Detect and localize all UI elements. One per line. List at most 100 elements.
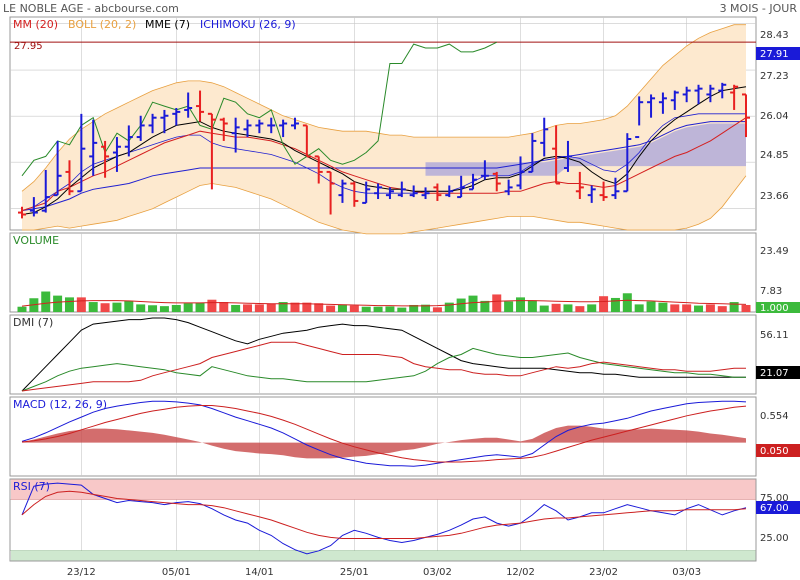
volume-title: VOLUME (13, 234, 59, 247)
volume-bar (622, 293, 632, 312)
volume-bar (64, 297, 74, 312)
dmi-tick: 56.11 (760, 330, 789, 341)
mme7-line (21, 86, 747, 215)
volume-bar (183, 303, 193, 312)
volume-last-label: 1.000 (760, 303, 789, 314)
x-tick-label: 12/02 (506, 567, 535, 578)
price-tick: 24.85 (760, 150, 789, 161)
ohlc-bar (516, 156, 525, 190)
volume-bar (337, 304, 347, 312)
ohlc-bar (421, 187, 430, 200)
macd-series-line (21, 405, 747, 463)
ichimoku-kijun (21, 121, 746, 212)
dmi-title: DMI (7) (13, 316, 53, 329)
ohlc-bar (480, 160, 489, 180)
ohlc-bar (540, 117, 549, 157)
volume-bar (254, 304, 264, 312)
dmi-series-line (21, 317, 746, 392)
ohlc-bar (196, 90, 205, 122)
volume-ma-line (21, 299, 747, 307)
ohlc-bar (374, 183, 383, 200)
ohlc-bar (397, 181, 406, 198)
bollinger-band (22, 24, 746, 234)
legend-mme: MME (7) (145, 18, 190, 31)
ohlc-bar (587, 185, 596, 203)
volume-bar (527, 300, 537, 312)
x-tick-label: 23/12 (67, 567, 96, 578)
ohlc-bar (623, 133, 632, 193)
ohlc-bar (65, 160, 74, 196)
ref-level-label: 27.95 (14, 41, 43, 52)
ohlc-bar (231, 117, 240, 153)
volume-bar (53, 295, 63, 312)
ohlc-bar (148, 113, 157, 134)
volume-bar (373, 306, 383, 312)
ohlc-bar (326, 170, 335, 215)
volume-bar (551, 303, 561, 312)
macd-last-box (756, 444, 800, 457)
ohlc-bar (101, 140, 110, 178)
x-tick-label: 03/02 (423, 567, 452, 578)
ohlc-bar (41, 169, 50, 213)
last-price-label: 27.91 (760, 49, 789, 60)
volume-bar (515, 297, 525, 312)
volume-bar (136, 304, 146, 312)
volume-bar (231, 304, 241, 312)
volume-bar (148, 305, 158, 312)
ohlc-bar (160, 109, 169, 134)
rsi-overbought-band (11, 479, 756, 500)
volume-bar (504, 301, 514, 312)
legend-boll: BOLL (20, 2) (68, 18, 136, 31)
period-label[interactable]: 3 MOIS - JOUR (720, 2, 798, 15)
ohlc-bar (267, 117, 276, 134)
volume-bar (243, 304, 253, 312)
price-axis: 28.43 27.23 26.04 24.85 23.66 27.91 (756, 30, 800, 202)
ohlc-bar (290, 117, 299, 130)
volume-bar (290, 302, 300, 312)
chart-title: LE NOBLE AGE - abcbourse.com (3, 2, 179, 15)
rsi-title: RSI (7) (13, 480, 50, 493)
ohlc-bar (385, 187, 394, 200)
volume-bar (421, 304, 431, 312)
bollinger-lower (22, 175, 747, 235)
legend: MM (20) BOLL (20, 2) MME (7) ICHIMOKU (2… (13, 18, 296, 31)
macd-axis: 0.554 0.050 (756, 411, 800, 457)
ohlc-bar (647, 94, 656, 118)
volume-bar (361, 306, 371, 312)
ohlc-bar (219, 117, 228, 141)
volume-bar (432, 307, 442, 312)
volume-bar (575, 306, 585, 312)
price-tick: 27.23 (760, 71, 789, 82)
ohlc-bar (207, 112, 216, 190)
ohlc-bar (563, 140, 572, 172)
volume-bar (610, 297, 620, 312)
volume-bar (397, 307, 407, 312)
volume-bar (717, 306, 727, 312)
rsi-series-line (21, 490, 747, 539)
ohlc-bar (172, 108, 181, 126)
dmi-last-label: 21.07 (760, 368, 789, 379)
volume-bar (195, 302, 205, 312)
dmi-series-line (21, 341, 746, 392)
x-tick-label: 05/01 (162, 567, 191, 578)
ohlc-bar (136, 115, 145, 141)
volume-bar (100, 303, 110, 312)
volume-bar (741, 304, 751, 312)
ohlc-bar (243, 119, 252, 138)
volume-bar (76, 297, 86, 312)
volume-bar (41, 291, 51, 312)
rsi-axis: 75.00 67.00 25.00 (756, 493, 800, 544)
ohlc-bar (742, 93, 750, 138)
volume-bar (705, 304, 715, 312)
volume-bar (694, 305, 704, 312)
ohlc-bar (350, 181, 359, 207)
price-tick: 23.66 (760, 191, 789, 202)
last-price-box (756, 47, 800, 60)
legend-ichimoku: ICHIMOKU (26, 9) (200, 18, 296, 31)
x-tick-label: 14/01 (245, 567, 274, 578)
macd-title: MACD (12, 26, 9) (13, 398, 107, 411)
volume-bar (326, 305, 336, 312)
rsi-tick: 75.00 (760, 493, 789, 504)
volume-bar (563, 304, 573, 312)
volume-bar (539, 305, 549, 312)
